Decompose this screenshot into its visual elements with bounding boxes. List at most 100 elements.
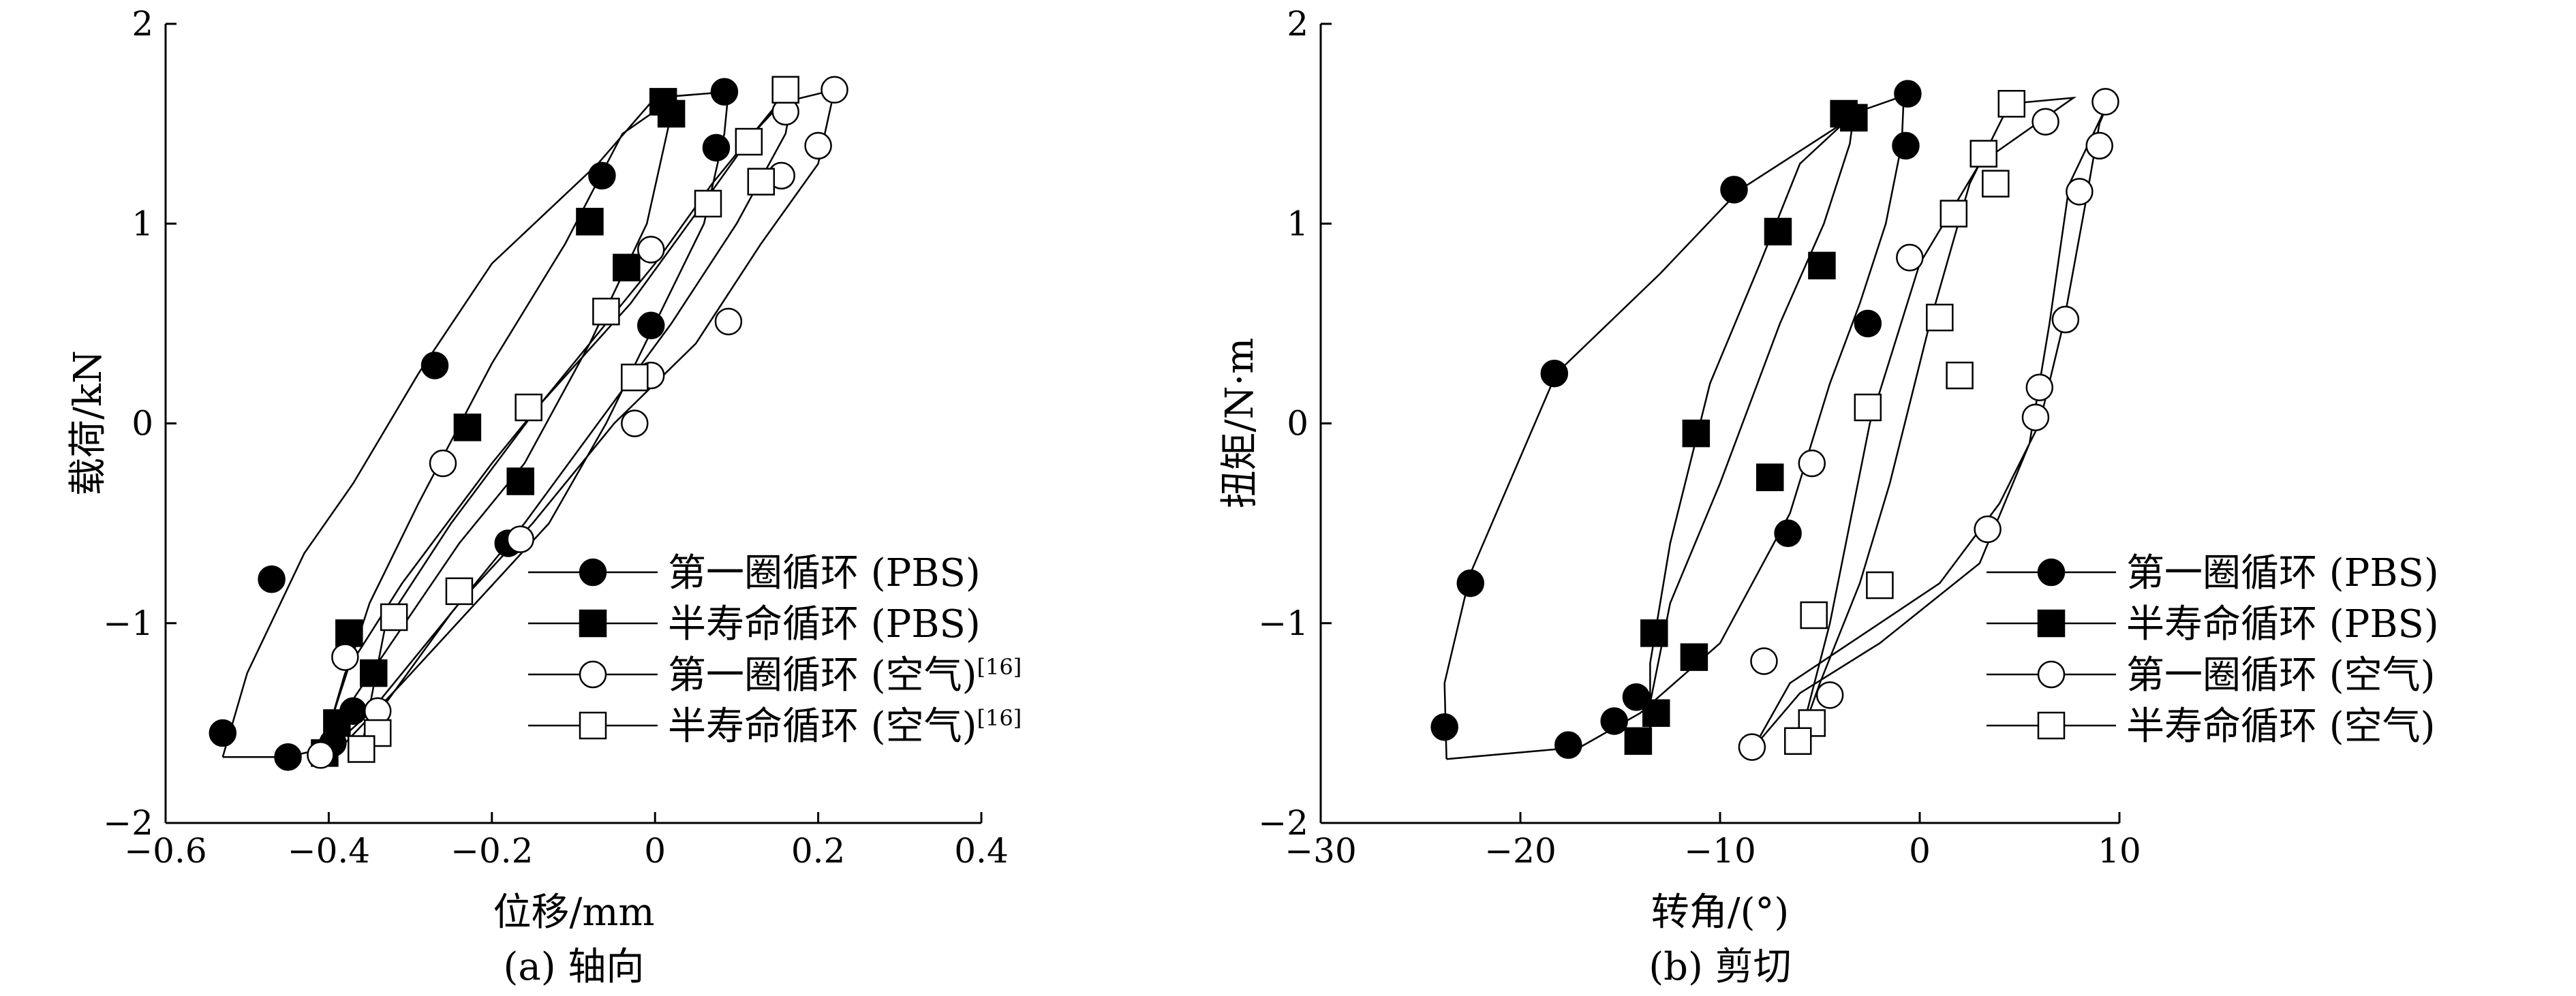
panel-b-series-3-point bbox=[1738, 733, 1766, 761]
panel-a-legend-marker bbox=[579, 609, 607, 638]
panel-b-y-label: 扭矩/N·m bbox=[1218, 338, 1262, 509]
panel-a-x-tick-label: −0.6 bbox=[124, 831, 206, 871]
panel-b-series-1-line bbox=[1443, 94, 1905, 760]
panel-a-series-1-point bbox=[209, 719, 237, 747]
panel-b-series-2-point bbox=[1624, 727, 1653, 756]
panel-a-legend-marker bbox=[579, 660, 607, 689]
panel-b-x-tick-label: −30 bbox=[1285, 831, 1357, 871]
panel-a-series-1-point bbox=[420, 352, 449, 379]
panel-a-series-4-line bbox=[361, 87, 795, 750]
panel-b-x-tick-label: 10 bbox=[2098, 831, 2141, 871]
panel-a-x-tick-label: −0.4 bbox=[288, 831, 370, 871]
panel-a-series-2-point bbox=[576, 208, 604, 236]
panel-b-series-4-point bbox=[1854, 393, 1882, 422]
panel-b-legend-marker bbox=[2037, 558, 2066, 587]
panel-b-series-2-point bbox=[1642, 699, 1670, 727]
panel-b-series-4-point bbox=[1997, 90, 2026, 118]
panel-b-series-3-line bbox=[1753, 99, 2111, 748]
panel-a-series-4-point bbox=[515, 393, 542, 422]
panel-a-series-3-point bbox=[307, 741, 335, 769]
panel-b-series-1-point bbox=[1720, 176, 1748, 204]
panel-b-series-4-point bbox=[1926, 303, 1954, 332]
panel-b-series-2-point bbox=[1680, 643, 1708, 671]
panel-b-legend-label: 半寿命循环 (空气) bbox=[2126, 704, 2436, 749]
panel-a-x-tick-label: 0.4 bbox=[954, 831, 1009, 871]
panel-b-y-tick-label: 2 bbox=[1287, 4, 1308, 44]
panel-b-legend-marker bbox=[2037, 711, 2066, 740]
panel-b-legend-label: 半寿命循环 (PBS) bbox=[2126, 602, 2439, 647]
panel-a-series-3-point bbox=[637, 236, 665, 264]
panel-a-series-1-point bbox=[637, 311, 665, 340]
panel-a-series-3-point bbox=[804, 131, 832, 160]
panel-b-series-3-point bbox=[1798, 449, 1826, 478]
panel-a-caption: (a) 轴向 bbox=[504, 945, 645, 989]
panel-a-x-tick-label: 0.2 bbox=[791, 831, 846, 871]
panel-a-axial: −0.6 −0.4 −0.2 0 0.2 0.4 −2 −1 0 1 2 位移/mm (a) 轴向… bbox=[66, 4, 1022, 989]
panel-b-series-4-point bbox=[1784, 727, 1812, 756]
panel-b-legend-label: 第一圈循环 (PBS) bbox=[2126, 551, 2439, 595]
panel-a-legend: 第一圈循环 (PBS) 半寿命循环 (PBS) 第一圈循环 (空气)[16] 半寿命循… bbox=[528, 551, 1022, 749]
panel-a-series-3-point bbox=[821, 76, 848, 104]
panel-a-series-3-point bbox=[621, 409, 649, 437]
panel-b-legend-marker bbox=[2037, 660, 2066, 689]
panel-a-series-2-point bbox=[613, 253, 641, 282]
panel-a-series-2-point bbox=[453, 414, 482, 441]
panel-b-series-3-point bbox=[1974, 515, 2002, 544]
panel-a-series-1-point bbox=[258, 565, 286, 593]
panel-b-legend-label: 第一圈循环 (空气) bbox=[2126, 653, 2436, 698]
panel-a-y-tick-label: −1 bbox=[103, 604, 153, 643]
panel-a-series-1-point bbox=[588, 161, 616, 190]
panel-a-series-4-point bbox=[380, 603, 408, 632]
panel-b-series-2-point bbox=[1682, 419, 1711, 448]
panel-a-series-2-point bbox=[335, 619, 363, 647]
panel-a-series-4-point bbox=[694, 189, 722, 218]
panel-b-x-tick-label: −20 bbox=[1484, 831, 1557, 871]
panel-a-series-4-point bbox=[747, 168, 776, 196]
panel-a-y-tick-label: 1 bbox=[132, 204, 153, 243]
panel-b-series-2-point bbox=[1840, 104, 1868, 132]
panel-b-series-2-point bbox=[1808, 251, 1836, 280]
panel-b-series-3-point bbox=[2025, 373, 2054, 401]
panel-b-series-3-point bbox=[2021, 403, 2050, 431]
panel-b-series-3-point bbox=[2091, 88, 2119, 116]
panel-a-x-label: 位移/mm bbox=[493, 890, 654, 935]
panel-b-series-1-point bbox=[1540, 359, 1569, 388]
panel-b-series-3-point bbox=[2031, 108, 2059, 136]
panel-b-series-4-point bbox=[1946, 361, 1974, 390]
panel-b-series-4-point bbox=[1982, 170, 2010, 198]
panel-a-series-2-point bbox=[506, 467, 534, 495]
panel-b-x-tick-label: −10 bbox=[1684, 831, 1756, 871]
panel-a-y-label: 载荷/kN bbox=[66, 350, 110, 496]
panel-b-series-3-point bbox=[2051, 305, 2080, 334]
panel-b-series-4-point bbox=[1800, 601, 1828, 629]
panel-b-y-tick-label: −2 bbox=[1258, 803, 1308, 843]
panel-b-y-tick-label: −1 bbox=[1258, 604, 1308, 643]
panel-a-legend-label: 半寿命循环 (PBS) bbox=[668, 602, 981, 647]
panel-a-series-4-point bbox=[592, 298, 620, 326]
panel-b-legend: 第一圈循环 (PBS) 半寿命循环 (PBS) 第一圈循环 (空气) 半寿命循环 (空… bbox=[1987, 551, 2439, 749]
panel-b-series-4-point bbox=[1969, 140, 1998, 168]
panel-b-series-1-point bbox=[1854, 309, 1882, 338]
panel-a-series-4-point bbox=[445, 577, 474, 606]
panel-a-series-3-point bbox=[331, 643, 359, 671]
panel-a-series-2-point bbox=[359, 659, 388, 687]
panel-b-series-2-point bbox=[1756, 463, 1784, 491]
panel-a-series-3-point bbox=[714, 307, 743, 336]
panel-b-x-label: 转角/(°) bbox=[1651, 890, 1790, 935]
panel-a-series-2-line bbox=[320, 98, 673, 756]
panel-b-series-1-point bbox=[1554, 731, 1582, 759]
panel-b-series-3-point bbox=[2066, 178, 2094, 206]
panel-a-series-4-point bbox=[348, 735, 375, 763]
panel-a-y-tick-label: 2 bbox=[132, 4, 153, 44]
panel-b-legend-marker bbox=[2037, 609, 2066, 638]
panel-a-legend-marker bbox=[579, 711, 607, 740]
panel-b-series-1-point bbox=[1456, 569, 1484, 597]
panel-a-y-tick-label: −2 bbox=[103, 803, 153, 843]
panel-a-series-2-point bbox=[323, 709, 351, 737]
panel-b-series-3-point bbox=[1750, 647, 1778, 675]
panel-a-legend-label: 第一圈循环 (空气)[16] bbox=[668, 653, 1022, 698]
panel-b-series-2-point bbox=[1764, 217, 1792, 246]
panel-a-legend-label: 半寿命循环 (空气)[16] bbox=[668, 704, 1022, 749]
panel-a-series-4-point bbox=[771, 76, 799, 104]
